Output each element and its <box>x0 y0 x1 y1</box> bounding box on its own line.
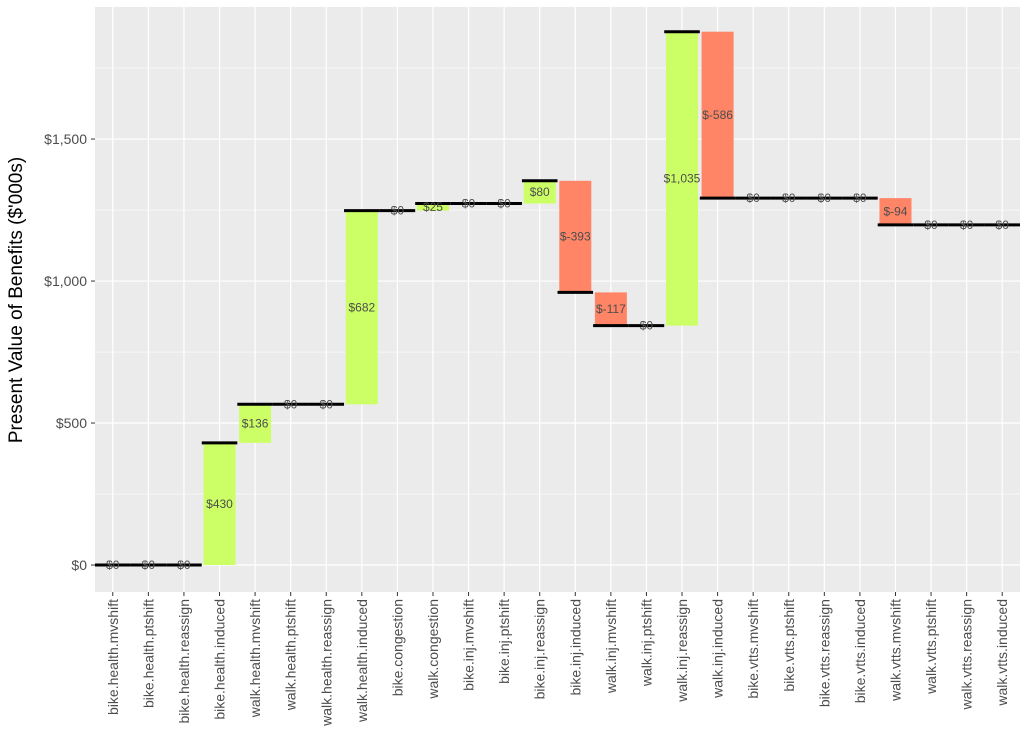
data-label: $0 <box>818 191 832 205</box>
x-tick-label: bike.health.mvshift <box>105 599 121 715</box>
data-label: $0 <box>497 197 511 211</box>
data-label: $0 <box>746 191 760 205</box>
bar <box>523 180 556 204</box>
level-lines <box>95 30 1020 567</box>
y-tick-label: $1,000 <box>44 273 87 289</box>
data-label: $0 <box>391 204 405 218</box>
y-tick-label: $0 <box>71 557 87 573</box>
y-tick-label: $1,500 <box>44 131 87 147</box>
x-tick-label: bike.vtts.ptshift <box>781 599 797 692</box>
bar <box>559 180 592 293</box>
y-tick-label: $500 <box>56 415 87 431</box>
x-tick-label: bike.vtts.mvshift <box>745 599 761 699</box>
x-tick-label: bike.inj.induced <box>567 599 583 696</box>
data-label: $0 <box>320 397 334 411</box>
data-label: $430 <box>206 497 233 511</box>
plot-panel <box>95 7 1020 592</box>
x-tick-label: walk.inj.mvshift <box>603 599 619 694</box>
x-tick-label: walk.vtts.ptshift <box>923 599 939 695</box>
bar <box>345 210 378 405</box>
data-label: $0 <box>106 558 120 572</box>
data-label: $-94 <box>883 204 907 218</box>
bar <box>239 404 272 443</box>
x-tick-label: bike.health.reassign <box>176 599 192 724</box>
data-label: $0 <box>782 191 796 205</box>
x-tick-label: bike.health.ptshift <box>140 599 156 708</box>
minor-gridlines <box>95 67 1020 495</box>
bar <box>594 292 627 326</box>
data-label: $-117 <box>596 302 626 316</box>
data-label: $80 <box>530 185 550 199</box>
data-labels: $0 $0 $0 $430 $136 $0 $0 $682 $0 $25 $0 $0 $80 $-393 $… <box>106 108 1009 572</box>
data-label: $682 <box>348 300 375 314</box>
data-label: $0 <box>177 558 191 572</box>
x-tick-label: walk.inj.ptshift <box>638 599 654 687</box>
data-label: $0 <box>853 191 867 205</box>
data-label: $0 <box>462 197 476 211</box>
data-label: $-393 <box>560 230 591 244</box>
x-tick-label: walk.vtts.reassign <box>959 599 975 710</box>
x-tick-label: bike.inj.reassign <box>532 599 548 699</box>
bar <box>203 442 236 566</box>
data-label: $0 <box>960 218 974 232</box>
x-tick-label: walk.health.induced <box>354 599 370 723</box>
x-axis-ticks: bike.health.mvshift bike.health.ptshift bi… <box>105 592 1010 727</box>
x-tick-label: walk.vtts.induced <box>994 599 1010 707</box>
data-label: $0 <box>996 218 1010 232</box>
data-label: $1,035 <box>664 172 701 186</box>
x-tick-label: walk.congestion <box>425 599 441 700</box>
data-label: $25 <box>423 200 443 214</box>
x-tick-label: walk.inj.reassign <box>674 599 690 703</box>
x-tick-label: bike.vtts.induced <box>852 599 868 703</box>
bars <box>203 31 912 566</box>
x-tick-label: walk.vtts.mvshift <box>887 599 903 702</box>
x-tick-label: bike.health.induced <box>212 599 228 720</box>
data-label: $0 <box>924 218 938 232</box>
data-label: $0 <box>142 558 156 572</box>
x-tick-label: bike.inj.ptshift <box>496 599 512 684</box>
data-label: $-586 <box>702 108 733 122</box>
bar <box>666 31 699 326</box>
bar <box>879 198 912 225</box>
x-tick-label: walk.health.mvshift <box>247 599 263 718</box>
data-label: $0 <box>284 397 298 411</box>
data-label: $0 <box>640 319 654 333</box>
x-tick-label: bike.vtts.reassign <box>816 599 832 707</box>
y-axis-ticks: $0 $500 $1,000 $1,500 <box>44 131 95 573</box>
x-tick-label: walk.inj.induced <box>710 599 726 699</box>
major-gridlines <box>95 7 1020 592</box>
x-tick-label: bike.congestion <box>389 599 405 696</box>
x-tick-label: bike.inj.mvshift <box>461 599 477 691</box>
data-label: $136 <box>242 417 269 431</box>
x-tick-label: walk.health.reassign <box>318 599 334 727</box>
x-tick-label: walk.health.ptshift <box>283 599 299 711</box>
bar <box>701 31 734 199</box>
y-axis-title: Present Value of Benefits ($'000s) <box>6 157 27 443</box>
bar <box>416 203 449 211</box>
